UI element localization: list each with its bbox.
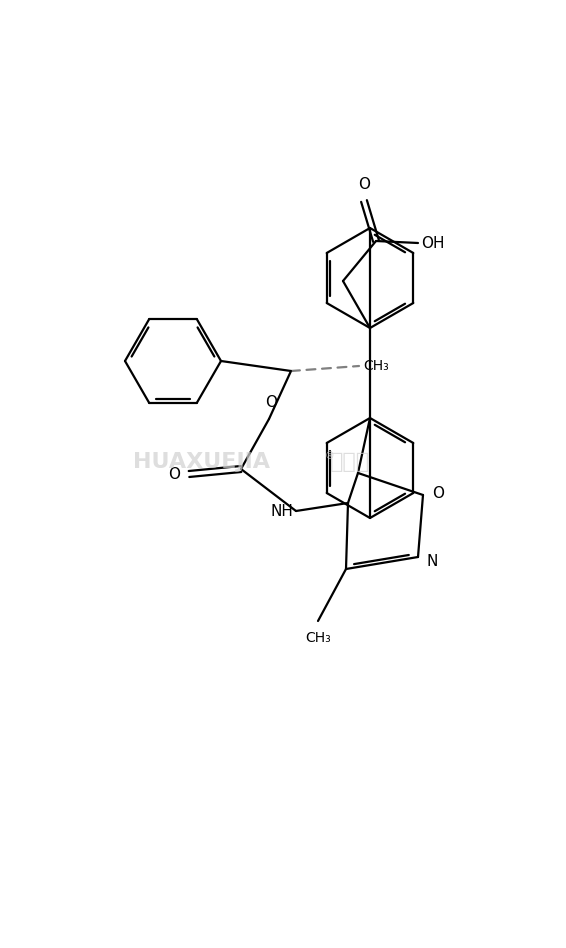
Text: N: N <box>427 554 439 569</box>
Text: O: O <box>432 485 444 501</box>
Text: 化学加: 化学加 <box>330 452 370 472</box>
Text: HUAXUEJIA: HUAXUEJIA <box>133 452 270 472</box>
Text: OH: OH <box>421 235 444 250</box>
Text: CH₃: CH₃ <box>363 359 389 373</box>
Text: ®: ® <box>325 451 335 461</box>
Text: CH₃: CH₃ <box>305 631 331 645</box>
Text: NH: NH <box>270 503 293 519</box>
Text: O: O <box>265 395 277 410</box>
Text: O: O <box>168 466 180 482</box>
Text: O: O <box>358 177 370 192</box>
